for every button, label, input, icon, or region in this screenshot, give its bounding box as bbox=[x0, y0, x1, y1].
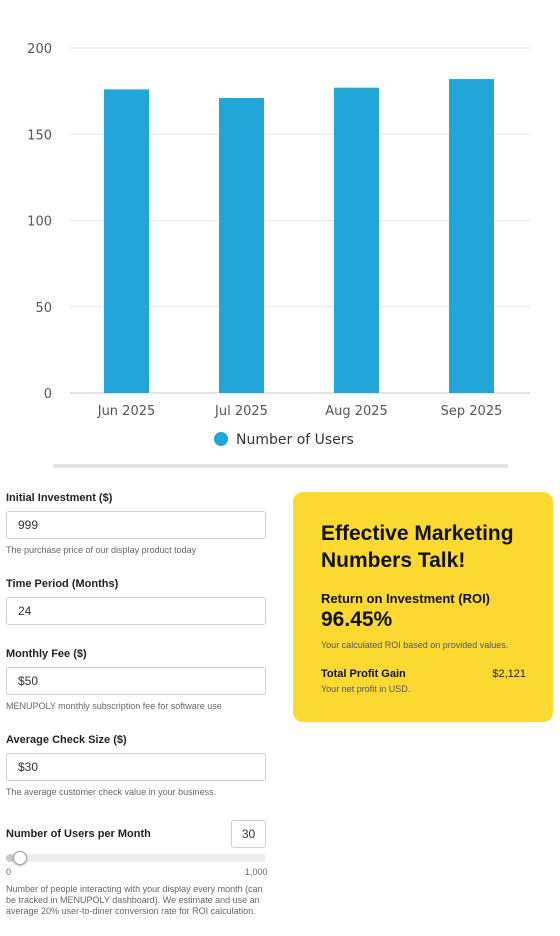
users-slider-fill bbox=[6, 854, 14, 862]
time-period-label: Time Period (Months) bbox=[6, 578, 119, 590]
time-period-input[interactable] bbox=[6, 597, 266, 625]
y-tick-label: 50 bbox=[35, 301, 52, 316]
average-check-help: The average customer check value in your… bbox=[6, 787, 217, 797]
profit-note: Your net profit in USD. bbox=[321, 684, 411, 694]
users-per-month-value[interactable]: 30 bbox=[231, 820, 266, 848]
roi-note: Your calculated ROI based on provided va… bbox=[321, 640, 509, 650]
legend-marker bbox=[214, 432, 228, 446]
monthly-fee-help: MENUPOLY monthly subscription fee for so… bbox=[6, 701, 222, 711]
profit-label: Total Profit Gain bbox=[321, 668, 406, 680]
users-help-line-2: be tracked in MENUPOLY dashboard). We es… bbox=[6, 895, 260, 905]
x-tick-label: Jul 2025 bbox=[214, 404, 268, 419]
monthly-fee-label: Monthly Fee ($) bbox=[6, 648, 87, 660]
users-slider-thumb[interactable] bbox=[12, 851, 27, 865]
average-check-label: Average Check Size ($) bbox=[6, 734, 127, 746]
slider-max-label: 1,000 bbox=[245, 867, 268, 877]
roi-value: 96.45% bbox=[321, 608, 393, 631]
average-check-input[interactable] bbox=[6, 753, 266, 781]
x-tick-label: Sep 2025 bbox=[441, 404, 503, 419]
monthly-fee-input[interactable] bbox=[6, 667, 266, 695]
chart-divider bbox=[53, 464, 508, 468]
y-tick-label: 0 bbox=[44, 387, 52, 402]
legend-label: Number of Users bbox=[236, 432, 354, 448]
chart-svg: 0 50 100 150 200 Jun 2025 Jul 2025 Aug 2025 Sep … bbox=[27, 42, 530, 448]
initial-investment-help: The purchase price of our display produc… bbox=[6, 545, 197, 555]
slider-min-label: 0 bbox=[6, 867, 12, 877]
y-tick-label: 200 bbox=[27, 42, 52, 57]
initial-investment-input[interactable] bbox=[6, 511, 266, 539]
bar bbox=[219, 98, 264, 394]
initial-investment-label: Initial Investment ($) bbox=[6, 492, 113, 504]
bar bbox=[334, 87, 379, 394]
users-help-line-3: average 20% user-to-diner conversion rat… bbox=[6, 906, 256, 916]
roi-card-title: Effective Marketing Numbers Talk! bbox=[321, 520, 541, 574]
y-tick-label: 100 bbox=[27, 215, 52, 230]
roi-result-card: Effective Marketing Numbers Talk! Return… bbox=[293, 492, 553, 722]
profit-value: $2,121 bbox=[492, 668, 526, 680]
users-per-month-label: Number of Users per Month bbox=[6, 828, 151, 840]
users-bar-chart: 0 50 100 150 200 Jun 2025 Jul 2025 Aug 2025 Sep … bbox=[27, 42, 530, 468]
roi-title-line-2: Numbers Talk! bbox=[321, 549, 466, 572]
roi-title-line-1: Effective Marketing bbox=[321, 522, 514, 545]
bar bbox=[104, 89, 149, 394]
roi-label: Return on Investment (ROI) bbox=[321, 591, 491, 606]
users-slider-track[interactable] bbox=[6, 854, 266, 862]
bar bbox=[449, 79, 494, 394]
y-tick-label: 150 bbox=[27, 128, 52, 143]
x-tick-label: Jun 2025 bbox=[97, 404, 156, 419]
x-tick-label: Aug 2025 bbox=[325, 404, 388, 419]
users-help-line-1: Number of people interacting with your d… bbox=[6, 884, 263, 894]
